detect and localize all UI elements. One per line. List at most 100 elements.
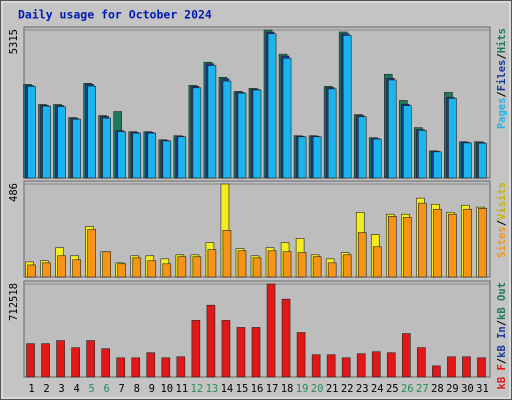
bar <box>386 352 396 378</box>
bar <box>177 256 187 278</box>
x-tick-label: 8 <box>134 383 140 395</box>
x-tick-label: 16 <box>251 383 264 395</box>
bar <box>237 250 247 278</box>
x-tick-label: 24 <box>371 383 384 395</box>
bar <box>403 105 412 179</box>
bar <box>418 130 427 179</box>
x-tick-label: 15 <box>236 383 249 395</box>
bar <box>206 304 216 378</box>
x-tick-label: 3 <box>58 383 64 395</box>
x-tick-label: 1 <box>28 383 34 395</box>
bar <box>87 85 96 179</box>
bar <box>326 354 336 378</box>
bar <box>371 351 381 378</box>
chart-title: Daily usage for October 2024 <box>18 8 212 22</box>
bar <box>191 320 201 378</box>
bar <box>116 357 126 378</box>
x-tick-label: 22 <box>341 383 354 395</box>
x-tick-label: 21 <box>326 383 339 395</box>
bar <box>282 57 292 179</box>
y-tick-label: 5315 <box>8 29 20 54</box>
x-tick-label: 6 <box>104 383 110 395</box>
bar <box>281 298 291 378</box>
bar <box>56 340 65 378</box>
bar <box>236 327 246 378</box>
x-tick-label: 31 <box>476 383 489 395</box>
bar <box>267 33 277 179</box>
bar <box>237 92 247 179</box>
bar <box>478 142 487 179</box>
bar <box>312 136 322 179</box>
bar <box>131 357 141 378</box>
bar <box>463 142 472 179</box>
bar <box>57 106 66 179</box>
x-tick-label: 5 <box>88 383 94 395</box>
bar <box>311 354 321 378</box>
bar <box>147 132 157 179</box>
bar <box>266 283 276 378</box>
x-tick-label: 2 <box>43 383 49 395</box>
bar <box>117 131 127 179</box>
bar <box>162 140 172 179</box>
bar <box>447 356 456 378</box>
bar <box>27 86 36 179</box>
bar <box>357 232 367 278</box>
bar <box>27 264 36 278</box>
bar <box>146 352 156 378</box>
bar <box>117 263 127 278</box>
bar <box>296 332 306 378</box>
bar <box>356 353 366 378</box>
bar <box>42 262 51 278</box>
bar <box>282 251 292 278</box>
bar <box>41 343 50 378</box>
bar <box>433 208 442 278</box>
legend-separator: / <box>496 320 508 326</box>
bar <box>357 116 367 179</box>
bar <box>132 132 142 179</box>
bar <box>221 320 231 378</box>
bar <box>87 229 96 278</box>
bar <box>101 348 110 378</box>
x-tick-label: 18 <box>281 383 294 395</box>
bar <box>251 327 261 378</box>
x-tick-label: 4 <box>73 383 79 395</box>
legend: kB F/kB In/kB Out <box>496 282 508 390</box>
bar <box>132 257 142 278</box>
bar <box>102 117 111 179</box>
x-tick-label: 25 <box>386 383 399 395</box>
bar <box>327 88 337 179</box>
bar <box>177 136 187 179</box>
bar <box>387 216 397 278</box>
bar <box>57 255 66 278</box>
bar <box>222 230 232 278</box>
legend-entry: Files <box>496 60 508 92</box>
bar <box>297 136 307 179</box>
y-tick-label: 712518 <box>8 283 20 321</box>
bar <box>267 250 277 278</box>
bar <box>342 254 352 278</box>
x-tick-label: 7 <box>119 383 125 395</box>
legend-separator: / <box>496 91 508 97</box>
x-tick-label: 14 <box>221 383 234 395</box>
bar <box>372 246 382 278</box>
bar <box>297 252 307 278</box>
x-tick-label: 9 <box>149 383 155 395</box>
bar <box>26 343 35 378</box>
bar <box>252 257 262 278</box>
bar <box>71 347 80 378</box>
bar <box>42 105 51 179</box>
legend-entry: Pages <box>496 98 508 130</box>
x-tick-label: 27 <box>416 383 429 395</box>
x-tick-label: 26 <box>401 383 414 395</box>
bar <box>402 333 411 378</box>
legend-entry: Visits <box>496 182 508 220</box>
legend-entry: kB Out <box>496 282 508 320</box>
bar <box>207 65 217 179</box>
x-tick-label: 23 <box>356 383 369 395</box>
bar <box>162 263 172 278</box>
bar <box>372 138 382 179</box>
bar <box>418 202 427 278</box>
bar <box>192 87 202 179</box>
bar <box>192 256 202 278</box>
